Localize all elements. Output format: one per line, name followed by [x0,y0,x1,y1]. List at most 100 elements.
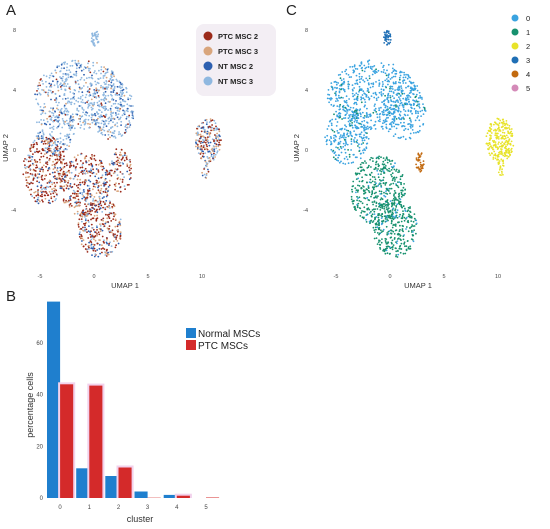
umap-cell-point [96,214,98,217]
umap-cell-point [94,93,96,95]
umap-cell-point [330,141,332,143]
umap-cell-point [218,128,221,131]
umap-cell-point [351,84,354,86]
umap-cell-point [73,73,76,76]
umap-cell-point [96,35,99,38]
umap-cell-point [91,155,94,158]
umap-cell-point [215,125,217,128]
umap-cell-point [378,157,380,160]
umap-cell-point [356,139,359,142]
umap-cell-point [86,101,88,103]
umap-cell-point [372,85,374,88]
umap-cell-point [111,203,114,206]
umap-cell-point [67,134,69,137]
umap-cell-point [386,199,389,201]
umap-cell-point [98,244,101,246]
umap-cell-point [118,85,121,88]
umap-cell-point [42,137,45,140]
umap-cell-point [65,199,67,202]
umap-cell-point [104,134,107,136]
umap-cell-point [121,181,124,183]
umap-cell-point [388,214,391,217]
umap-cell-point [353,98,356,101]
umap-cell-point [104,173,107,176]
umap-cell-point [82,209,84,212]
umap-cell-point [398,96,400,99]
umap-cell-point [379,169,381,172]
umap-cell-point [404,114,407,117]
umap-cell-point [378,233,380,236]
umap-cell-point [416,130,419,133]
umap-cell-point [96,180,98,182]
umap-cell-point [353,130,355,133]
umap-cell-point [87,189,89,192]
umap-cell-point [206,132,209,135]
umap-cell-point [57,108,60,111]
umap-cell-point [344,101,347,103]
umap-cell-point [349,119,351,122]
umap-cell-point [65,85,68,88]
bar-ptc-cluster-4 [176,495,190,498]
umap-cell-point [199,148,202,151]
umap-cell-point [75,184,78,187]
umap-cell-point [343,80,346,83]
umap-cell-point [376,226,379,229]
umap-cell-point [36,185,39,188]
umap-cell-point [199,146,202,148]
umap-cell-point [88,76,90,79]
umap-cell-point [74,82,77,85]
umap-cell-point [41,199,43,202]
umap-cell-point [99,239,101,242]
umap-cell-point [115,100,117,102]
umap-cell-point [129,163,132,166]
umap-cell-point [493,144,495,147]
umap-cell-point [371,176,374,178]
umap-cell-point [196,127,198,130]
umap-cell-point [382,111,385,114]
umap-cell-point [86,172,89,174]
umap-cell-point [498,151,500,154]
umap-cell-point [202,150,205,153]
umap-cell-point [94,159,97,162]
umap-cell-point [390,205,393,208]
umap-cell-point [205,174,208,177]
umap-cell-point [204,131,207,134]
umap-cell-point [404,192,406,195]
umap-cell-point [62,143,65,145]
umap-cell-point [384,211,387,214]
x-axis-title-b: cluster [127,514,154,524]
umap-cell-point [373,210,376,213]
umap-cell-point [91,206,94,209]
umap-cell-point [46,156,48,159]
umap-cell-point [494,132,497,135]
umap-cell-point [42,110,45,113]
umap-cell-point [394,191,397,194]
umap-cell-point [383,207,386,210]
umap-cell-point [41,89,43,91]
umap-cell-point [400,248,402,250]
umap-cell-point [502,129,504,131]
umap-cell-point [108,225,111,228]
umap-cell-point [357,202,360,205]
umap-cell-point [399,99,402,102]
umap-cell-point [105,80,108,83]
umap-cell-point [381,85,384,88]
umap-cell-point [395,72,398,75]
umap-cell-point [101,174,104,177]
umap-cell-point [373,168,376,171]
umap-cell-point [205,162,208,164]
umap-cell-point [356,68,359,70]
umap-cell-point [409,119,412,122]
umap-cell-point [502,123,504,125]
umap-cell-point [500,158,503,161]
umap-cell-point [378,213,381,215]
umap-cell-point [112,172,115,175]
umap-cell-point [384,167,387,170]
umap-cell-point [60,63,63,66]
umap-cell-point [510,130,513,133]
umap-cell-point [118,110,121,112]
umap-cell-point [55,138,58,141]
umap-cell-point [377,241,380,244]
umap-cell-point [48,190,51,193]
umap-cell-point [107,253,110,256]
